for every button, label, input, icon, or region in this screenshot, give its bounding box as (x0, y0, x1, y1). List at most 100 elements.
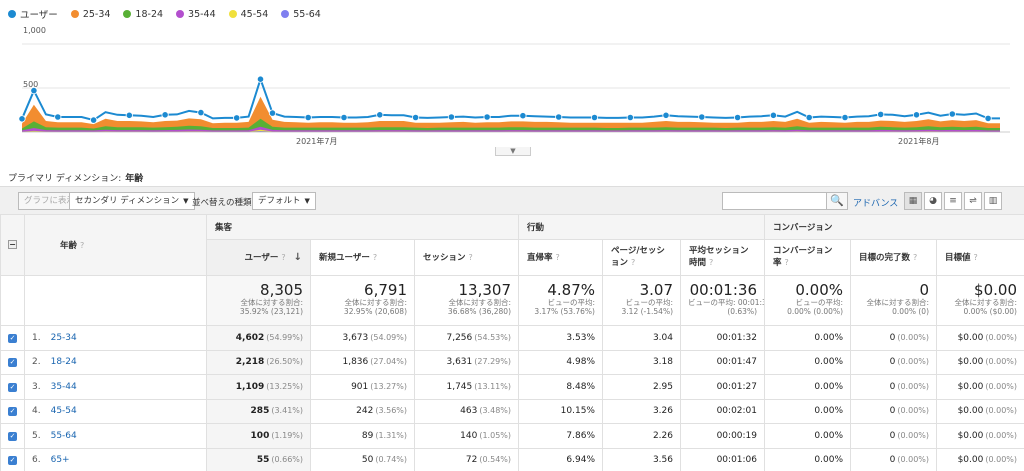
users-point[interactable] (841, 113, 849, 122)
search-icon[interactable]: 🔍 (826, 192, 848, 210)
dimension-link[interactable]: 55-64 (50, 430, 77, 441)
dimension-cell: 4. 45-54 (24, 398, 207, 424)
bar-view-icon[interactable]: ≡ (944, 192, 962, 210)
col-header-bounce-rate[interactable]: 直帰率? (518, 239, 603, 276)
col-header-sessions[interactable]: セッション? (414, 239, 519, 276)
row-checkbox-cell[interactable]: ✓ (0, 398, 25, 424)
checkbox-checked-icon[interactable]: ✓ (8, 407, 17, 417)
help-icon[interactable]: ? (913, 252, 918, 262)
users-point[interactable] (161, 111, 169, 119)
users-point[interactable] (447, 113, 455, 121)
users-point[interactable] (698, 113, 706, 121)
table-view-icon[interactable]: ▦ (904, 192, 922, 210)
select-all-cell[interactable]: − (0, 214, 25, 276)
users-point[interactable] (555, 113, 563, 121)
users-point[interactable] (376, 111, 384, 119)
users-point[interactable] (912, 111, 921, 119)
row-checkbox-cell[interactable]: ✓ (0, 423, 25, 449)
col-header-avg-session-duration[interactable]: 平均セッション時間? (680, 239, 765, 276)
users-point[interactable] (733, 113, 742, 122)
dimension-link[interactable]: 65+ (50, 455, 70, 466)
collapse-chart-button[interactable]: ▼ (495, 147, 531, 156)
col-header-pages-per-session[interactable]: ページ/セッション? (602, 239, 681, 276)
dimension-cell: 5. 55-64 (24, 423, 207, 449)
help-icon[interactable]: ? (468, 252, 473, 262)
users-point[interactable] (590, 113, 599, 122)
legend-item-35-44[interactable]: 35-44 (176, 9, 216, 20)
checkbox-checked-icon[interactable]: ✓ (8, 431, 17, 441)
users-point[interactable] (877, 110, 885, 119)
users-point[interactable] (30, 87, 38, 95)
row-checkbox-cell[interactable]: ✓ (0, 447, 25, 471)
users-point[interactable] (984, 114, 992, 123)
users-point[interactable] (54, 113, 62, 121)
help-icon[interactable]: ? (709, 258, 714, 267)
users-point[interactable] (304, 113, 312, 122)
dimension-link[interactable]: 18-24 (50, 357, 77, 368)
col-header-goal-completions[interactable]: 目標の完了数? (850, 239, 937, 276)
row-checkbox-cell[interactable]: ✓ (0, 325, 25, 351)
help-icon[interactable]: ? (372, 252, 378, 262)
help-icon[interactable]: ? (80, 241, 85, 250)
col-header-conversion-rate[interactable]: コンバージョン率? (764, 239, 851, 276)
legend-item-55-64[interactable]: 55-64 (281, 9, 321, 20)
help-icon[interactable]: ? (631, 258, 636, 267)
legend-dot (8, 10, 16, 18)
help-icon[interactable]: ? (281, 252, 286, 262)
checkbox-checked-icon[interactable]: ✓ (8, 382, 17, 392)
pie-view-icon[interactable]: ◕ (924, 192, 942, 210)
checkbox-checked-icon[interactable]: ✓ (8, 456, 17, 466)
col-header-users[interactable]: ユーザー? ↓ (206, 239, 311, 276)
col-header-new-users[interactable]: 新規ユーザー? (310, 239, 415, 276)
total-subtext: 35.92% (23,121) (239, 307, 303, 316)
checkbox-checked-icon[interactable]: ✓ (8, 358, 17, 368)
users-point[interactable] (769, 111, 778, 119)
legend-item-45-54[interactable]: 45-54 (228, 9, 268, 20)
cell-value: 00:01:47 (716, 357, 757, 368)
help-icon[interactable]: ? (784, 258, 789, 267)
legend-item-users[interactable]: ユーザー (8, 7, 58, 21)
users-point[interactable] (662, 111, 670, 119)
col-label: 目標の完了数 (859, 252, 911, 263)
line-area-chart[interactable]: 1,000 500 2021年7月 2021年8月 (0, 22, 1024, 146)
col-header-goal-value[interactable]: 目標値? (936, 239, 1024, 276)
users-point[interactable] (411, 113, 420, 122)
users-point[interactable] (233, 114, 241, 122)
legend-item-25-34[interactable]: 25-34 (70, 9, 110, 20)
total-value: 6,791 (364, 281, 407, 299)
sort-type-label: 並べ替えの種類: (192, 198, 255, 208)
dimension-header[interactable]: 年齢? (24, 214, 207, 276)
primary-dimension-value[interactable]: 年齢 (125, 174, 144, 184)
dimension-link[interactable]: 45-54 (50, 406, 77, 417)
pivot-view-icon[interactable]: ▥ (984, 192, 1002, 210)
dimension-link[interactable]: 25-34 (50, 332, 77, 343)
total-subtext: 3.17% (53.76%) (534, 307, 595, 316)
users-point[interactable] (483, 113, 491, 121)
users-point[interactable] (256, 75, 265, 83)
help-icon[interactable]: ? (555, 252, 560, 262)
users-point[interactable] (197, 109, 205, 117)
row-checkbox-cell[interactable]: ✓ (0, 374, 25, 400)
secondary-dimension-dropdown[interactable]: セカンダリ ディメンション ▼ (69, 192, 195, 210)
checkbox-checked-icon[interactable]: ✓ (8, 333, 17, 343)
users-point[interactable] (948, 110, 956, 118)
comparison-view-icon[interactable]: ⇌ (964, 192, 982, 210)
sort-type-dropdown[interactable]: デフォルト ▼ (252, 192, 316, 210)
legend-label: 35-44 (188, 8, 216, 20)
row-checkbox-cell[interactable]: ✓ (0, 349, 25, 375)
users-point[interactable] (18, 115, 26, 123)
cell-percent: (0.00%) (985, 430, 1017, 440)
users-point[interactable] (268, 109, 277, 117)
help-icon[interactable]: ? (973, 252, 978, 262)
users-point[interactable] (805, 113, 813, 122)
advanced-filter-link[interactable]: アドバンス (853, 199, 899, 209)
legend-item-18-24[interactable]: 18-24 (123, 9, 163, 20)
users-point[interactable] (626, 113, 634, 122)
total-subtext: 0.00% (0.00%) (787, 307, 843, 316)
users-point[interactable] (519, 112, 527, 120)
users-point[interactable] (340, 113, 348, 122)
dimension-link[interactable]: 35-44 (50, 381, 77, 392)
users-point[interactable] (125, 111, 133, 119)
users-point[interactable] (90, 116, 98, 124)
plot-rows-button[interactable]: グラフに表示 (18, 192, 82, 210)
